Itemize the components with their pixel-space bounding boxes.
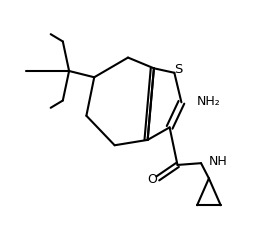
Text: O: O [148, 173, 157, 186]
Text: NH: NH [208, 155, 227, 168]
Text: S: S [175, 63, 183, 76]
Text: NH₂: NH₂ [197, 95, 220, 108]
